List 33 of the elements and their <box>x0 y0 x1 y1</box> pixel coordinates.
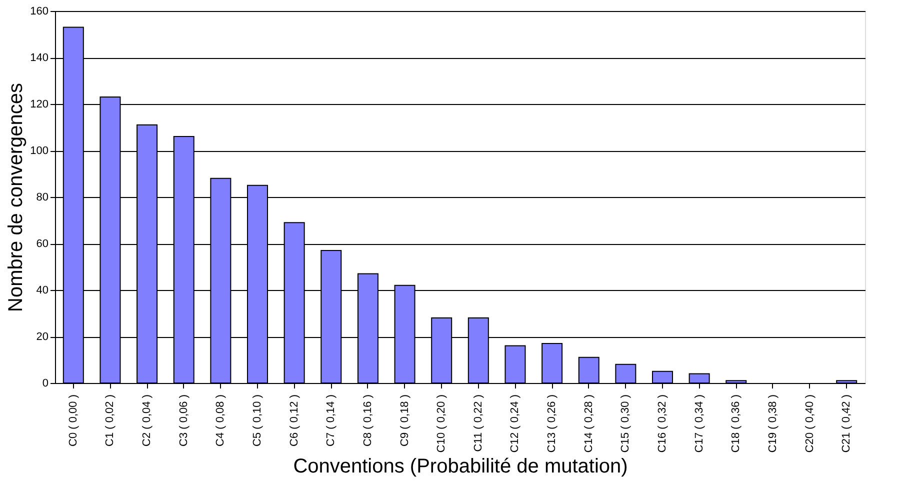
x-tick-label: C6 ( 0,12 ) <box>288 394 300 446</box>
y-tick-label: 120 <box>30 98 48 110</box>
x-tick-label: C18 ( 0,36 ) <box>730 394 742 453</box>
y-tick-label: 80 <box>36 192 48 204</box>
x-tick-label: C14 ( 0,28 ) <box>582 394 595 453</box>
x-tick-label: C11 ( 0,22 ) <box>472 394 484 452</box>
x-tick-label: C3 ( 0,06 ) <box>178 394 190 446</box>
y-tick-label: 60 <box>36 238 48 250</box>
x-tick-label: C16 ( 0,32 ) <box>656 394 668 453</box>
x-tick-label: C2 ( 0,04 ) <box>141 394 154 446</box>
x-tick-label: C20 ( 0,40 ) <box>804 394 816 453</box>
y-tick-label: 40 <box>36 284 48 296</box>
x-tick-label: C4 ( 0,08 ) <box>214 394 227 446</box>
x-tick-label: C8 ( 0,16 ) <box>362 394 374 446</box>
x-tick-label: C21 ( 0,42 ) <box>840 394 853 453</box>
y-tick-label: 100 <box>30 145 48 157</box>
x-tick-label: C19 ( 0,38 ) <box>766 394 779 453</box>
x-tick-label: C7 ( 0,14 ) <box>325 394 338 446</box>
y-tick-label: 140 <box>30 52 48 64</box>
x-tick-label: C10 ( 0,20 ) <box>436 394 448 453</box>
x-tick-label: C9 ( 0,18 ) <box>398 394 411 446</box>
y-tick-label: 20 <box>36 331 48 343</box>
x-tick-label: C13 ( 0,26 ) <box>546 394 558 453</box>
x-tick-label: C15 ( 0,30 ) <box>620 394 632 453</box>
x-tick-label: C12 ( 0,24 ) <box>509 394 522 453</box>
x-tick-label: C0 ( 0,00 ) <box>67 394 80 446</box>
y-tick-label: 0 <box>42 378 48 390</box>
x-axis-title: Conventions (Probabilité de mutation) <box>293 456 628 478</box>
y-axis-title: Nombre de convergences <box>5 82 28 312</box>
x-tick-label: C5 ( 0,10 ) <box>252 394 264 446</box>
x-tick-label: C1 ( 0,02 ) <box>104 394 116 446</box>
y-tick-label: 160 <box>30 6 48 18</box>
x-tick-label: C17 ( 0,34 ) <box>693 394 706 453</box>
